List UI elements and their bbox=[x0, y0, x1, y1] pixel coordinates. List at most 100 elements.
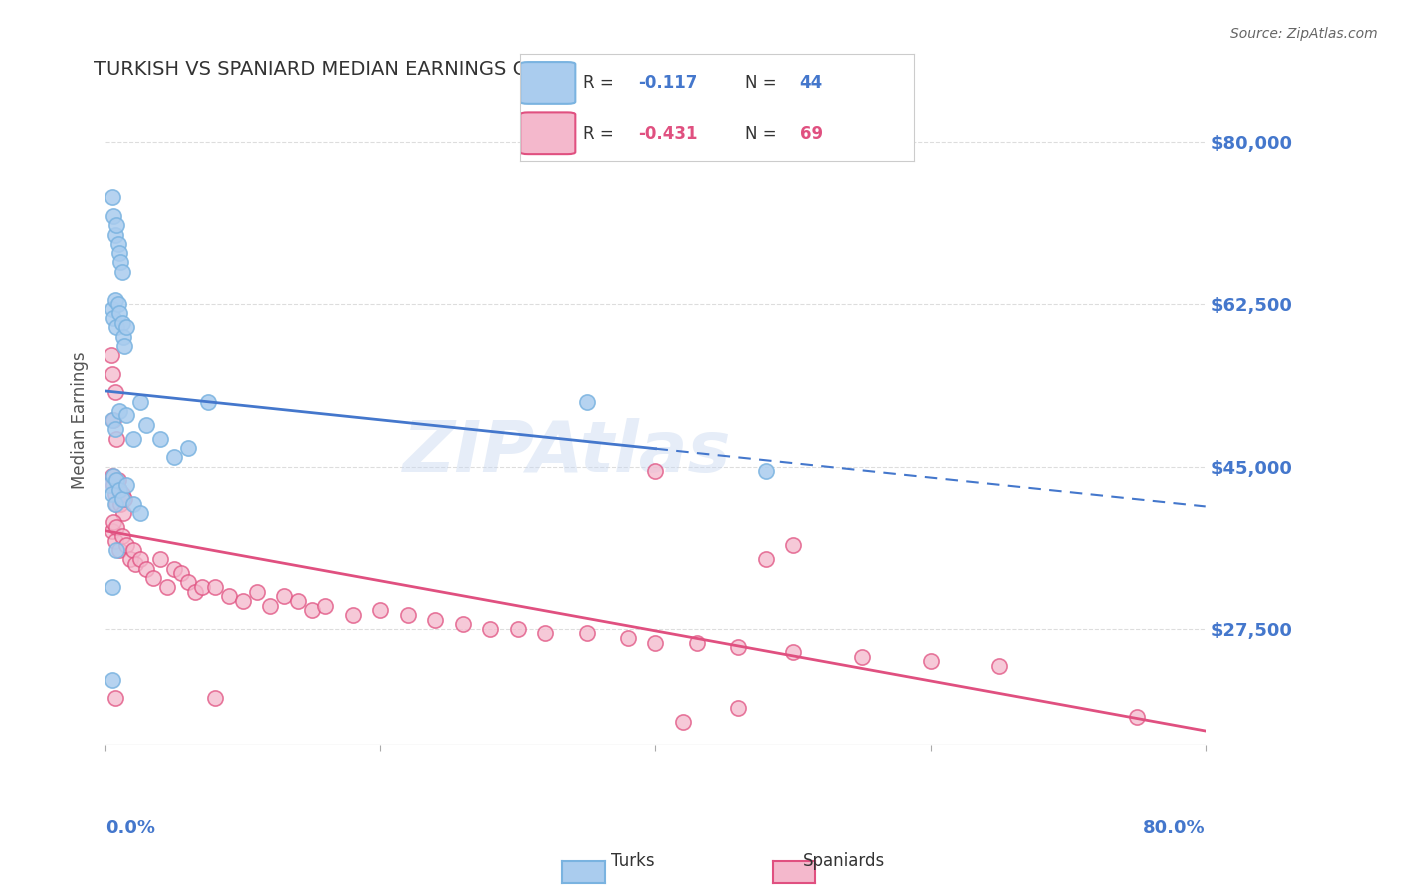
Point bbox=[128, 552, 150, 566]
Point bbox=[105, 543, 128, 558]
Point bbox=[104, 533, 127, 548]
Point bbox=[851, 649, 873, 664]
Point bbox=[135, 417, 157, 432]
Point bbox=[121, 497, 143, 511]
Point bbox=[218, 590, 240, 604]
Point bbox=[104, 497, 127, 511]
Point bbox=[111, 491, 134, 506]
Point bbox=[479, 622, 502, 636]
Point bbox=[396, 607, 419, 622]
Text: 44: 44 bbox=[800, 75, 823, 93]
Point bbox=[100, 348, 122, 362]
Point bbox=[156, 580, 179, 594]
Point bbox=[425, 613, 447, 627]
Point bbox=[101, 487, 124, 501]
Point bbox=[105, 432, 128, 446]
Point bbox=[575, 626, 598, 640]
Point bbox=[104, 293, 127, 307]
Point bbox=[114, 491, 136, 506]
Point bbox=[107, 236, 129, 251]
Point bbox=[177, 441, 200, 455]
Point bbox=[301, 603, 323, 617]
Point bbox=[115, 320, 138, 334]
Point bbox=[314, 599, 336, 613]
Point bbox=[575, 394, 598, 409]
Point bbox=[111, 265, 134, 279]
Text: N =: N = bbox=[745, 125, 782, 143]
Point bbox=[1126, 710, 1149, 724]
Point bbox=[107, 474, 129, 488]
Point bbox=[727, 640, 749, 655]
Point bbox=[451, 617, 474, 632]
Text: TURKISH VS SPANIARD MEDIAN EARNINGS CORRELATION CHART: TURKISH VS SPANIARD MEDIAN EARNINGS CORR… bbox=[94, 60, 724, 78]
Point bbox=[110, 497, 132, 511]
Point bbox=[101, 301, 124, 316]
Point bbox=[112, 506, 135, 520]
Point bbox=[149, 552, 172, 566]
Point bbox=[232, 594, 254, 608]
Point bbox=[105, 219, 128, 233]
Point bbox=[103, 468, 125, 483]
Point bbox=[534, 626, 557, 640]
Point bbox=[727, 700, 749, 714]
Point bbox=[111, 487, 134, 501]
Point bbox=[105, 320, 128, 334]
Point bbox=[105, 474, 128, 488]
FancyBboxPatch shape bbox=[520, 112, 575, 154]
Point bbox=[245, 584, 267, 599]
Point bbox=[142, 571, 165, 585]
Point bbox=[104, 422, 127, 436]
Point bbox=[287, 594, 309, 608]
Text: 80.0%: 80.0% bbox=[1143, 819, 1206, 837]
Point bbox=[204, 691, 226, 706]
Point bbox=[920, 654, 942, 668]
Point bbox=[103, 413, 125, 427]
Point bbox=[108, 404, 131, 418]
Text: R =: R = bbox=[583, 75, 619, 93]
Point bbox=[204, 580, 226, 594]
Point bbox=[121, 543, 143, 558]
Text: R =: R = bbox=[583, 125, 619, 143]
Point bbox=[104, 227, 127, 242]
Point bbox=[111, 316, 134, 330]
Point bbox=[183, 584, 205, 599]
Point bbox=[128, 506, 150, 520]
Point bbox=[686, 636, 709, 650]
Point bbox=[988, 659, 1011, 673]
Point bbox=[101, 367, 124, 381]
Point bbox=[170, 566, 193, 581]
Text: 0.0%: 0.0% bbox=[105, 819, 155, 837]
Point bbox=[115, 538, 138, 552]
Point bbox=[101, 413, 124, 427]
Point bbox=[103, 478, 125, 492]
Point bbox=[108, 483, 131, 497]
Point bbox=[104, 487, 127, 501]
Point bbox=[163, 450, 186, 465]
Point bbox=[101, 468, 124, 483]
Point bbox=[115, 478, 138, 492]
Point bbox=[197, 394, 219, 409]
Point bbox=[782, 645, 804, 659]
Point bbox=[273, 590, 295, 604]
Point bbox=[115, 409, 138, 423]
Point bbox=[672, 714, 695, 729]
Point bbox=[101, 190, 124, 204]
Point bbox=[107, 297, 129, 311]
Point bbox=[124, 557, 146, 571]
Point bbox=[108, 246, 131, 260]
Point bbox=[114, 339, 136, 353]
Point bbox=[163, 561, 186, 575]
Text: N =: N = bbox=[745, 75, 782, 93]
Point bbox=[782, 538, 804, 552]
Point bbox=[370, 603, 392, 617]
Point bbox=[108, 483, 131, 497]
Point bbox=[101, 673, 124, 687]
Point bbox=[103, 311, 125, 326]
Point bbox=[135, 561, 157, 575]
Point bbox=[111, 529, 134, 543]
Point bbox=[190, 580, 212, 594]
Point bbox=[506, 622, 529, 636]
Text: 69: 69 bbox=[800, 125, 823, 143]
Point bbox=[112, 329, 135, 343]
Point bbox=[149, 432, 172, 446]
